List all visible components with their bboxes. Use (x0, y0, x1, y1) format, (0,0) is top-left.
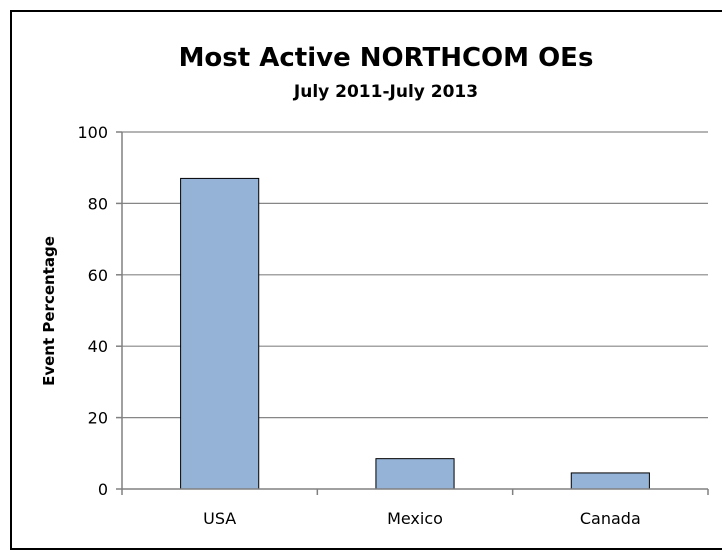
y-tick-label-80: 80 (88, 194, 108, 213)
y-tick-label-0: 0 (98, 480, 108, 499)
y-tick-label-60: 60 (88, 266, 108, 285)
y-axis-label: Event Percentage (40, 236, 58, 386)
x-tick-label-canada: Canada (580, 509, 641, 528)
chart-frame (10, 10, 722, 550)
chart-subtitle: July 2011-July 2013 (293, 82, 478, 102)
chart-title: Most Active NORTHCOM OEs (179, 43, 594, 73)
y-axis-ticks: 0 20 40 60 80 100 (77, 123, 122, 499)
x-tick-label-usa: USA (203, 509, 236, 528)
bar-usa (180, 177, 260, 490)
y-tick-label-100: 100 (77, 123, 108, 142)
bars (180, 177, 650, 490)
bar-mexico (375, 458, 455, 490)
y-tick-label-20: 20 (88, 409, 108, 428)
x-tick-label-mexico: Mexico (387, 509, 443, 528)
x-axis-ticks: USA Mexico Canada (121, 489, 709, 528)
bar-canada (570, 472, 650, 490)
bar-chart: Most Active NORTHCOM OEs July 2011-July … (40, 43, 709, 528)
y-tick-label-40: 40 (88, 337, 108, 356)
